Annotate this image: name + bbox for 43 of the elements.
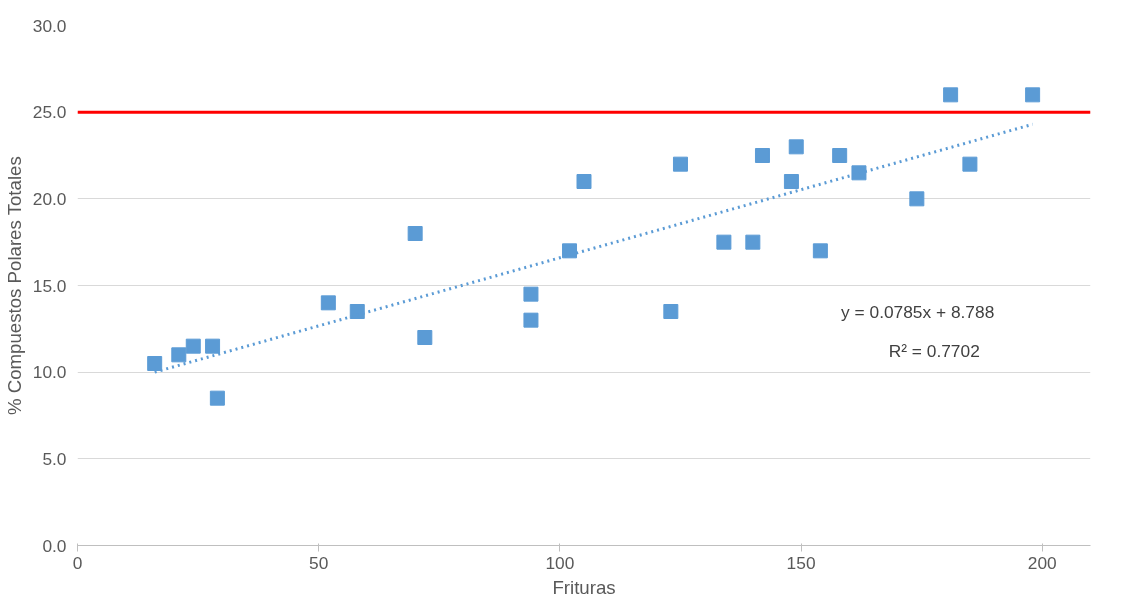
y-tick-label: 25.0 <box>32 102 67 123</box>
y-tick-label: 10.0 <box>32 362 67 383</box>
point <box>851 165 867 181</box>
point <box>788 139 804 155</box>
x-tick-label: 50 <box>309 552 329 573</box>
point <box>185 338 201 354</box>
point <box>171 347 187 363</box>
point <box>407 226 423 241</box>
annotation: y = 0.0785x + 8.788 <box>841 301 995 322</box>
y-tick-label: 30.0 <box>32 15 67 36</box>
point <box>523 312 539 328</box>
point <box>349 304 365 319</box>
point <box>962 156 978 172</box>
point <box>663 304 679 319</box>
point <box>576 174 592 189</box>
point <box>909 191 925 207</box>
x-axis-title: Frituras <box>552 576 616 598</box>
point <box>754 148 770 163</box>
y-tick-label: 20.0 <box>32 188 67 209</box>
x-tick-label: 150 <box>786 552 816 573</box>
point <box>943 87 959 103</box>
point <box>209 390 225 406</box>
point <box>1025 87 1041 103</box>
point <box>205 338 221 354</box>
y-tick-label: 0.0 <box>42 535 67 556</box>
point <box>320 295 336 311</box>
x-tick-label: 200 <box>1027 552 1057 573</box>
annotation: R² = 0.7702 <box>888 340 980 361</box>
x-tick-label: 100 <box>545 552 575 573</box>
point <box>417 330 433 345</box>
y-tick-label: 15.0 <box>32 275 67 296</box>
point <box>147 356 163 371</box>
point <box>562 243 578 259</box>
point <box>523 286 539 302</box>
x-tick-label: 0 <box>72 552 83 573</box>
y-axis-title: % Compuestos Polares Totales <box>3 156 25 416</box>
point <box>812 243 828 259</box>
point <box>745 234 761 250</box>
point <box>783 174 799 189</box>
point <box>832 148 848 163</box>
y-tick-label: 5.0 <box>42 448 67 469</box>
point <box>672 156 688 172</box>
point <box>716 234 732 250</box>
